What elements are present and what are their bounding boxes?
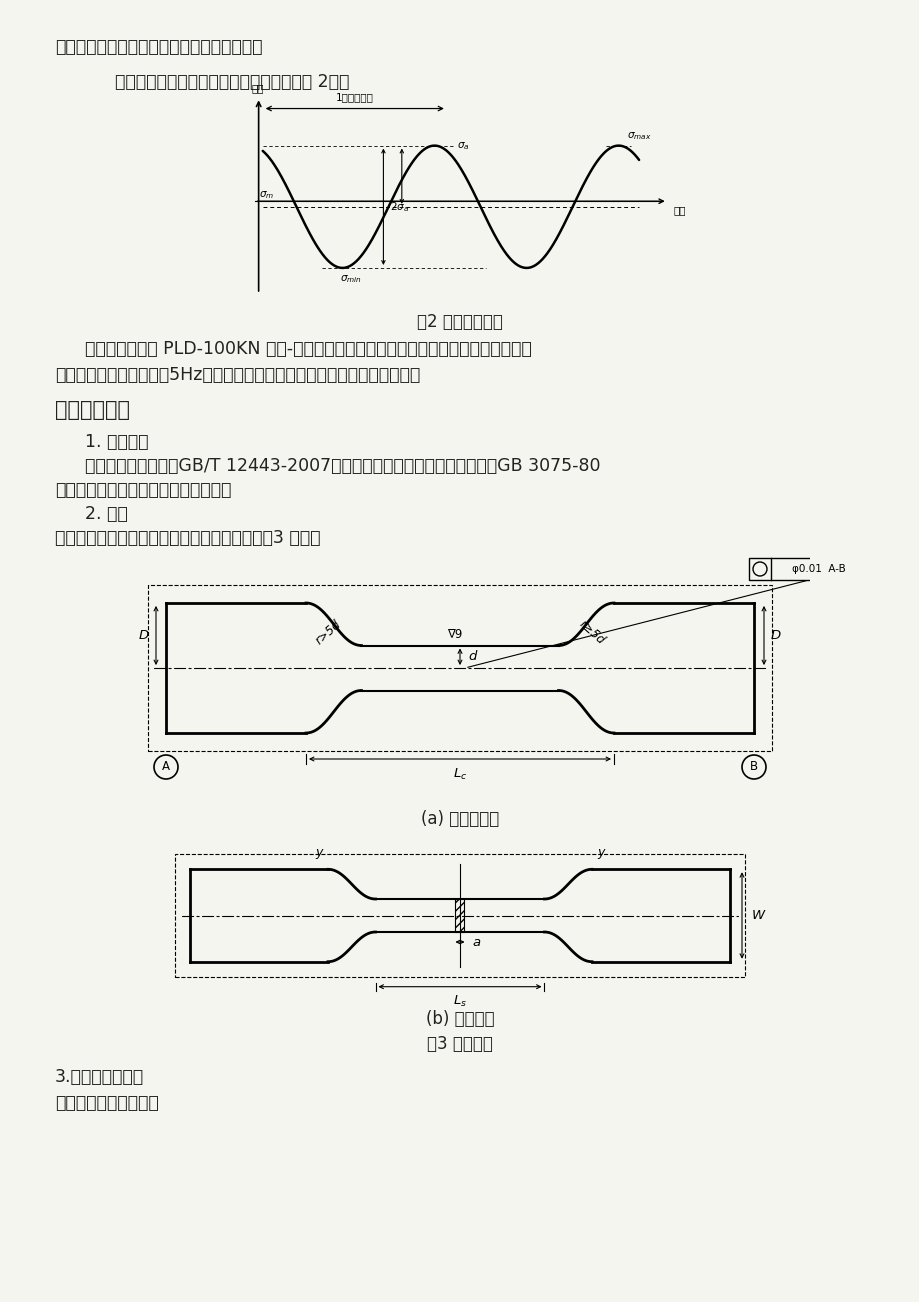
- Text: D: D: [139, 629, 149, 642]
- Text: (a) 圆柱形试样: (a) 圆柱形试样: [420, 810, 499, 828]
- Text: 应力: 应力: [251, 83, 264, 92]
- Text: 1. 试验标准: 1. 试验标准: [85, 434, 148, 450]
- Text: y: y: [596, 846, 604, 859]
- Text: (b) 板状试样: (b) 板状试样: [425, 1010, 494, 1029]
- Text: 为疲劳强度。它有别于上面定义的疲劳极限。: 为疲劳强度。它有别于上面定义的疲劳极限。: [55, 38, 262, 56]
- Text: ∇9: ∇9: [447, 628, 462, 641]
- Text: 疲劳试验标准可参照GB/T 12443-2007《金属材料扭应力疲劳试验方法》和GB 3075-80: 疲劳试验标准可参照GB/T 12443-2007《金属材料扭应力疲劳试验方法》和…: [85, 457, 600, 475]
- Bar: [455, 898, 464, 932]
- Text: y: y: [315, 846, 323, 859]
- Text: $\sigma_{max}$: $\sigma_{max}$: [626, 130, 651, 142]
- Text: W: W: [751, 909, 765, 922]
- Text: $L_c$: $L_c$: [452, 767, 467, 783]
- Bar: [748, 559, 868, 579]
- Text: 图3 试样形状: 图3 试样形状: [426, 1035, 493, 1053]
- Bar: [148, 585, 771, 751]
- Text: 图2 疲劳应力循环: 图2 疲劳应力循环: [416, 312, 503, 331]
- Text: 疲劳试验常采用循环加载，其加载波形如图 2所示: 疲劳试验常采用循环加载，其加载波形如图 2所示: [115, 73, 349, 91]
- Text: 2. 试样: 2. 试样: [85, 505, 128, 523]
- Text: d: d: [468, 650, 476, 663]
- Text: B: B: [749, 760, 757, 773]
- Text: $\sigma_{min}$: $\sigma_{min}$: [339, 273, 361, 285]
- Bar: [175, 854, 744, 976]
- Text: 四、实验方法: 四、实验方法: [55, 400, 130, 421]
- Text: a: a: [472, 936, 480, 948]
- Text: φ0.01  A-B: φ0.01 A-B: [791, 564, 845, 574]
- Text: D: D: [770, 629, 780, 642]
- Text: $2\sigma_a$: $2\sigma_a$: [389, 201, 408, 214]
- Text: 用应力控制，加载频率为5Hz，加载波形为三角波，试验环境为实验室大气。: 用应力控制，加载频率为5Hz，加载波形为三角波，试验环境为实验室大气。: [55, 366, 420, 384]
- Text: 扭转疲劳试验在 PLD-100KN 型拉-拉电液伺服疲劳试验机上进行，扭转疲劳试验时，采: 扭转疲劳试验在 PLD-100KN 型拉-拉电液伺服疲劳试验机上进行，扭转疲劳试…: [85, 340, 531, 358]
- Text: A: A: [162, 760, 170, 773]
- Text: $\sigma_m$: $\sigma_m$: [259, 189, 274, 202]
- Text: 时间: 时间: [673, 204, 686, 215]
- Text: $L_s$: $L_s$: [452, 993, 467, 1009]
- Text: r>5d: r>5d: [312, 617, 343, 647]
- Text: $\sigma_a$: $\sigma_a$: [457, 139, 469, 151]
- Text: 疲劳试样的主要有圆柱形、漏斗形、板状，如图3 所示。: 疲劳试样的主要有圆柱形、漏斗形、板状，如图3 所示。: [55, 529, 320, 547]
- Text: 轴向应力由下式求得：: 轴向应力由下式求得：: [55, 1094, 159, 1112]
- Text: 1个应力循环: 1个应力循环: [335, 92, 373, 102]
- Text: 《金属轴向疲劳试验方法》进行试验。: 《金属轴向疲劳试验方法》进行试验。: [55, 480, 231, 499]
- Text: r≥5d: r≥5d: [576, 617, 607, 647]
- Text: 3.试验参数的确定: 3.试验参数的确定: [55, 1068, 144, 1086]
